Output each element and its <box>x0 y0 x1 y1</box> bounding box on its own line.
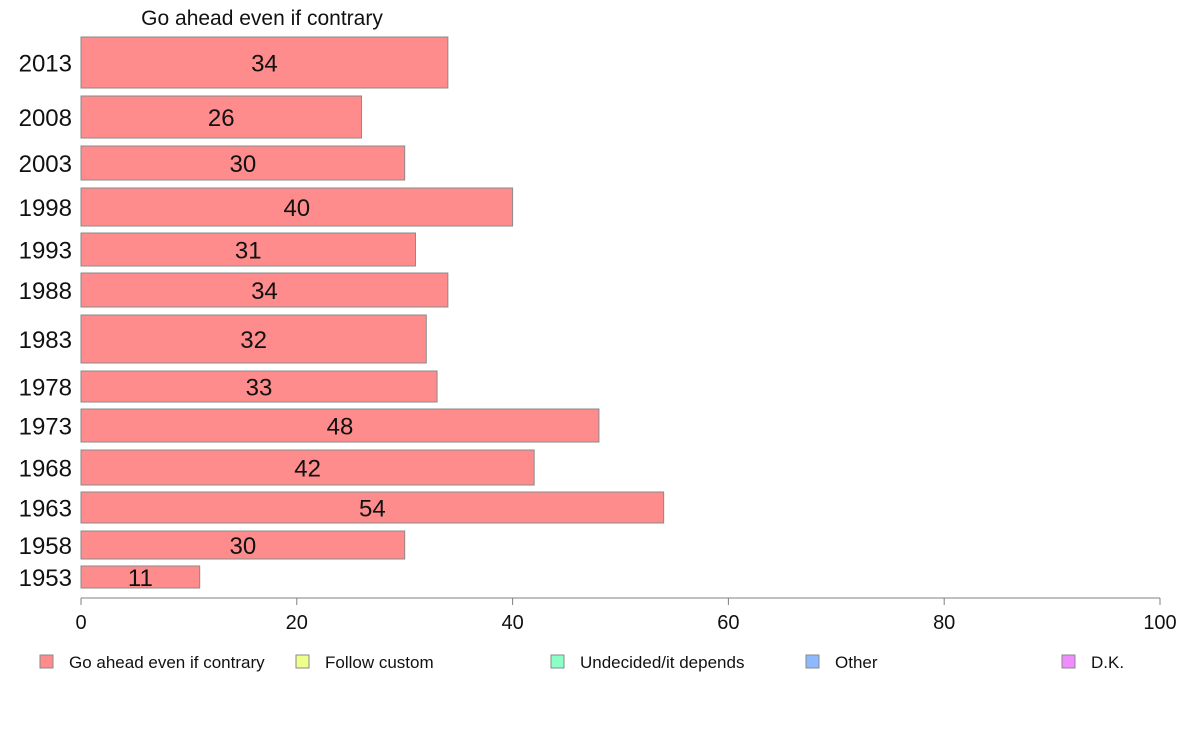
legend-swatch-4 <box>1061 654 1076 669</box>
data-label-1978: 33 <box>246 375 273 402</box>
bar-1988 <box>80 272 449 308</box>
category-label-1963: 1963 <box>19 496 72 523</box>
legend-swatch-2 <box>550 654 565 669</box>
category-label-2003: 2003 <box>19 151 72 178</box>
legend-swatch-1 <box>295 654 310 669</box>
legend-swatch-0 <box>39 654 54 669</box>
data-label-1983: 32 <box>240 327 267 354</box>
category-label-1993: 1993 <box>19 238 72 265</box>
category-label-1973: 1973 <box>19 414 72 441</box>
x-tick-label-20: 20 <box>286 612 308 634</box>
data-label-1993: 31 <box>235 238 262 265</box>
x-axis: 0 20 40 60 80 100 <box>75 597 1177 634</box>
data-label-1953: 11 <box>128 565 153 592</box>
legend-label-2: Undecided/it depends <box>580 653 744 672</box>
category-label-1968: 1968 <box>19 456 72 483</box>
bar-1998 <box>80 187 514 227</box>
category-label-1998: 1998 <box>19 195 72 222</box>
category-label-1958: 1958 <box>19 533 72 560</box>
data-label-2013: 34 <box>251 51 278 78</box>
legend-swatch-3 <box>805 654 820 669</box>
data-label-2003: 30 <box>229 151 256 178</box>
legend-label-3: Other <box>835 653 878 672</box>
legend-label-0: Go ahead even if contrary <box>69 653 265 672</box>
category-label-2008: 2008 <box>19 105 72 132</box>
bar-1963 <box>80 491 665 524</box>
legend-label-1: Follow custom <box>325 653 434 672</box>
category-label-1978: 1978 <box>19 375 72 402</box>
bar-1993 <box>80 232 416 267</box>
data-label-1988: 34 <box>251 278 278 305</box>
bar-1973 <box>80 408 600 443</box>
data-label-1973: 48 <box>327 414 354 441</box>
bar-1968 <box>80 449 535 486</box>
data-label-1998: 40 <box>283 195 310 222</box>
category-label-1988: 1988 <box>19 278 72 305</box>
bar-1958 <box>80 530 406 560</box>
chart-title: Go ahead even if contrary <box>141 7 383 30</box>
bars-group: 2013 34 2008 26 2003 30 1998 40 1993 31 1988 34 1983… <box>19 36 665 592</box>
x-tick-label-0: 0 <box>75 612 86 634</box>
x-tick-label-80: 80 <box>933 612 955 634</box>
data-label-1958: 30 <box>229 533 256 560</box>
bar-2013 <box>80 36 449 89</box>
legend-label-4: D.K. <box>1091 653 1124 672</box>
bar-2008 <box>80 95 363 139</box>
bar-1953 <box>80 565 201 589</box>
data-label-1968: 42 <box>294 456 321 483</box>
legend: Go ahead even if contrary Follow custom Un… <box>39 653 1124 672</box>
data-label-1963: 54 <box>359 496 386 523</box>
x-tick-label-60: 60 <box>717 612 739 634</box>
x-tick-label-100: 100 <box>1143 612 1176 634</box>
category-label-1953: 1953 <box>19 565 72 592</box>
x-tick-label-40: 40 <box>501 612 523 634</box>
bar-1978 <box>80 370 438 403</box>
data-label-2008: 26 <box>208 105 235 132</box>
category-label-1983: 1983 <box>19 327 72 354</box>
bar-2003 <box>80 145 406 181</box>
bar-1983 <box>80 314 427 364</box>
category-label-2013: 2013 <box>19 51 72 78</box>
